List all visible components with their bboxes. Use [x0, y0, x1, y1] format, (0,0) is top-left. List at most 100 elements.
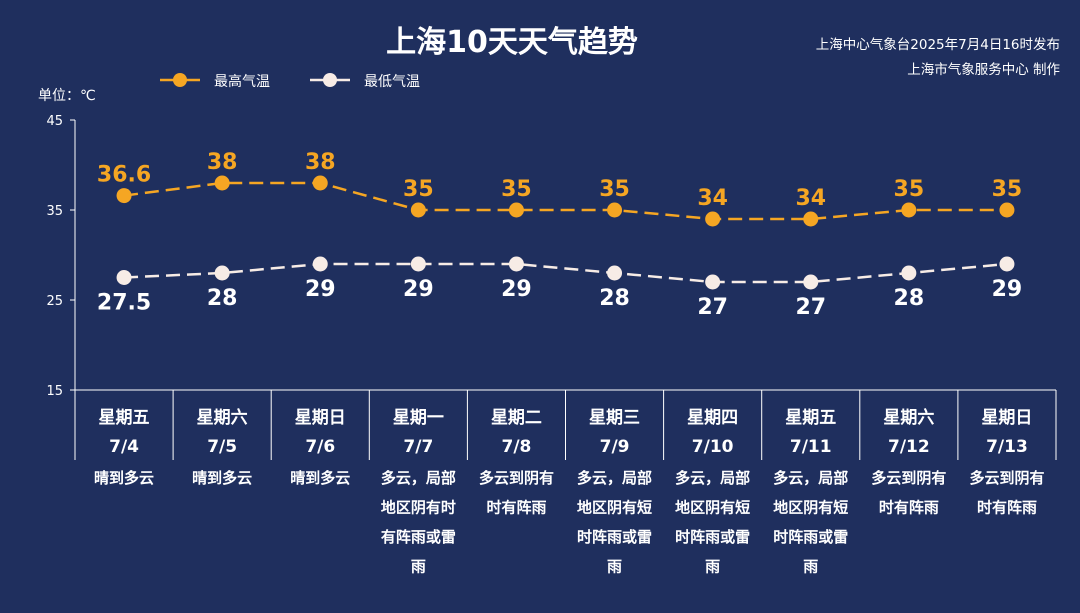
y-tick-label: 25 — [46, 294, 63, 309]
date-label: 7/9 — [600, 437, 630, 457]
legend-high-label: 最高气温 — [214, 73, 270, 90]
low-temp-label: 29 — [501, 277, 532, 302]
y-tick-label: 35 — [46, 204, 63, 219]
low-temp-label: 28 — [599, 286, 630, 311]
date-label: 7/6 — [305, 437, 335, 457]
y-tick-label: 15 — [46, 384, 63, 399]
legend-low-marker — [323, 73, 337, 87]
low-temp-label: 27 — [697, 295, 728, 320]
weekday-label: 星期一 — [393, 408, 444, 428]
weather-description-line: 有阵雨或雷 — [381, 528, 456, 546]
weather-description-line: 雨 — [705, 558, 720, 576]
weather-description-line: 时有阵雨 — [977, 499, 1037, 517]
weather-description-line: 多云到阴有 — [479, 469, 554, 487]
legend-high-marker — [173, 73, 187, 87]
weather-description-line: 时有阵雨 — [879, 499, 939, 517]
high-temp-point[interactable] — [214, 175, 230, 191]
high-temp-point[interactable] — [116, 188, 132, 204]
weather-description-line: 地区阴有短 — [675, 499, 750, 517]
date-label: 7/13 — [986, 437, 1028, 457]
high-temp-point[interactable] — [312, 175, 328, 191]
date-label: 7/12 — [888, 437, 930, 457]
high-temp-label: 34 — [795, 186, 826, 211]
low-temp-point[interactable] — [116, 270, 132, 285]
weather-description-line: 地区阴有时 — [381, 499, 456, 517]
low-temp-label: 29 — [403, 277, 434, 302]
chart-title: 上海10天天气趋势 — [386, 25, 638, 60]
series-points: 36.6 38 38 35 35 35 34 34 35 35 27.5 28 29 29 29 28 27 27… — [97, 150, 1022, 320]
date-label: 7/8 — [502, 437, 532, 457]
publisher-line-1: 上海中心气象台2025年7月4日16时发布 — [816, 37, 1060, 53]
weekday-label: 星期五 — [99, 408, 150, 428]
weekday-label: 星期二 — [491, 408, 542, 428]
weather-description-line: 晴到多云 — [94, 469, 154, 487]
low-temp-point[interactable] — [803, 274, 819, 290]
y-tick-label: 45 — [46, 114, 63, 129]
low-temp-label: 28 — [207, 286, 238, 311]
low-temp-label: 29 — [992, 277, 1023, 302]
weather-description-line: 时阵雨或雷 — [773, 528, 848, 546]
weekday-label: 星期三 — [589, 408, 640, 428]
high-temp-point[interactable] — [607, 202, 623, 218]
high-temp-point[interactable] — [410, 202, 426, 218]
weather-description-line: 地区阴有短 — [577, 499, 652, 517]
weekday-label: 星期日 — [295, 408, 346, 428]
date-label: 7/11 — [790, 437, 832, 457]
high-temp-label: 36.6 — [97, 163, 151, 188]
low-temp-point[interactable] — [901, 265, 917, 281]
weekday-label: 星期四 — [687, 408, 738, 428]
category-dividers — [74, 390, 1057, 460]
date-label: 7/10 — [692, 437, 734, 457]
high-temp-point[interactable] — [901, 202, 917, 218]
high-temp-label: 35 — [894, 177, 925, 202]
high-temp-label: 35 — [501, 177, 532, 202]
high-temp-point[interactable] — [508, 202, 524, 218]
high-temp-label: 35 — [992, 177, 1023, 202]
high-temp-label: 38 — [305, 150, 336, 175]
weather-description-line: 多云，局部 — [577, 469, 652, 487]
low-temp-point[interactable] — [312, 256, 328, 272]
weekday-label: 星期六 — [883, 407, 934, 428]
high-temp-label: 35 — [403, 177, 434, 202]
legend-item-high[interactable]: 最高气温 — [160, 73, 270, 90]
date-label: 7/4 — [109, 437, 139, 457]
unit-label: 单位：℃ — [38, 88, 96, 104]
weekday-label: 星期日 — [981, 408, 1032, 428]
low-temp-point[interactable] — [607, 265, 623, 281]
weekday-label: 星期六 — [197, 407, 248, 428]
weather-description-line: 雨 — [411, 558, 426, 576]
high-temp-line — [123, 181, 1007, 221]
weather-description-line: 时阵雨或雷 — [577, 528, 652, 546]
high-temp-point[interactable] — [803, 211, 819, 227]
low-temp-point[interactable] — [705, 274, 721, 290]
legend-item-low[interactable]: 最低气温 — [310, 73, 420, 90]
high-temp-point[interactable] — [999, 202, 1015, 218]
low-temp-point[interactable] — [999, 256, 1015, 272]
weather-description-line: 多云到阴有 — [871, 469, 946, 487]
weather-description-line: 晴到多云 — [192, 469, 252, 487]
low-temp-label: 28 — [894, 286, 925, 311]
weather-description-line: 时阵雨或雷 — [675, 528, 750, 546]
series-lines — [123, 181, 1008, 284]
low-temp-point[interactable] — [214, 265, 230, 281]
weather-description-line: 时有阵雨 — [486, 499, 546, 517]
weekday-label: 星期五 — [785, 408, 836, 428]
date-label: 7/7 — [403, 437, 433, 457]
weather-description-line: 多云，局部 — [675, 469, 750, 487]
weather-description-line: 雨 — [607, 558, 622, 576]
low-temp-label: 27.5 — [97, 291, 151, 316]
low-temp-label: 27 — [795, 295, 826, 320]
weather-description-line: 多云到阴有 — [969, 469, 1044, 487]
y-ticks: 15 25 35 45 — [46, 114, 75, 399]
weather-description-line: 多云，局部 — [773, 469, 848, 487]
high-temp-label: 35 — [599, 177, 630, 202]
weather-description-line: 多云，局部 — [381, 469, 456, 487]
high-temp-point[interactable] — [705, 211, 721, 227]
weather-description-line: 地区阴有短 — [773, 499, 848, 517]
legend-low-label: 最低气温 — [364, 74, 420, 90]
high-temp-label: 34 — [697, 186, 728, 211]
low-temp-point[interactable] — [508, 256, 524, 272]
low-temp-point[interactable] — [410, 256, 426, 272]
high-temp-label: 38 — [207, 150, 238, 175]
